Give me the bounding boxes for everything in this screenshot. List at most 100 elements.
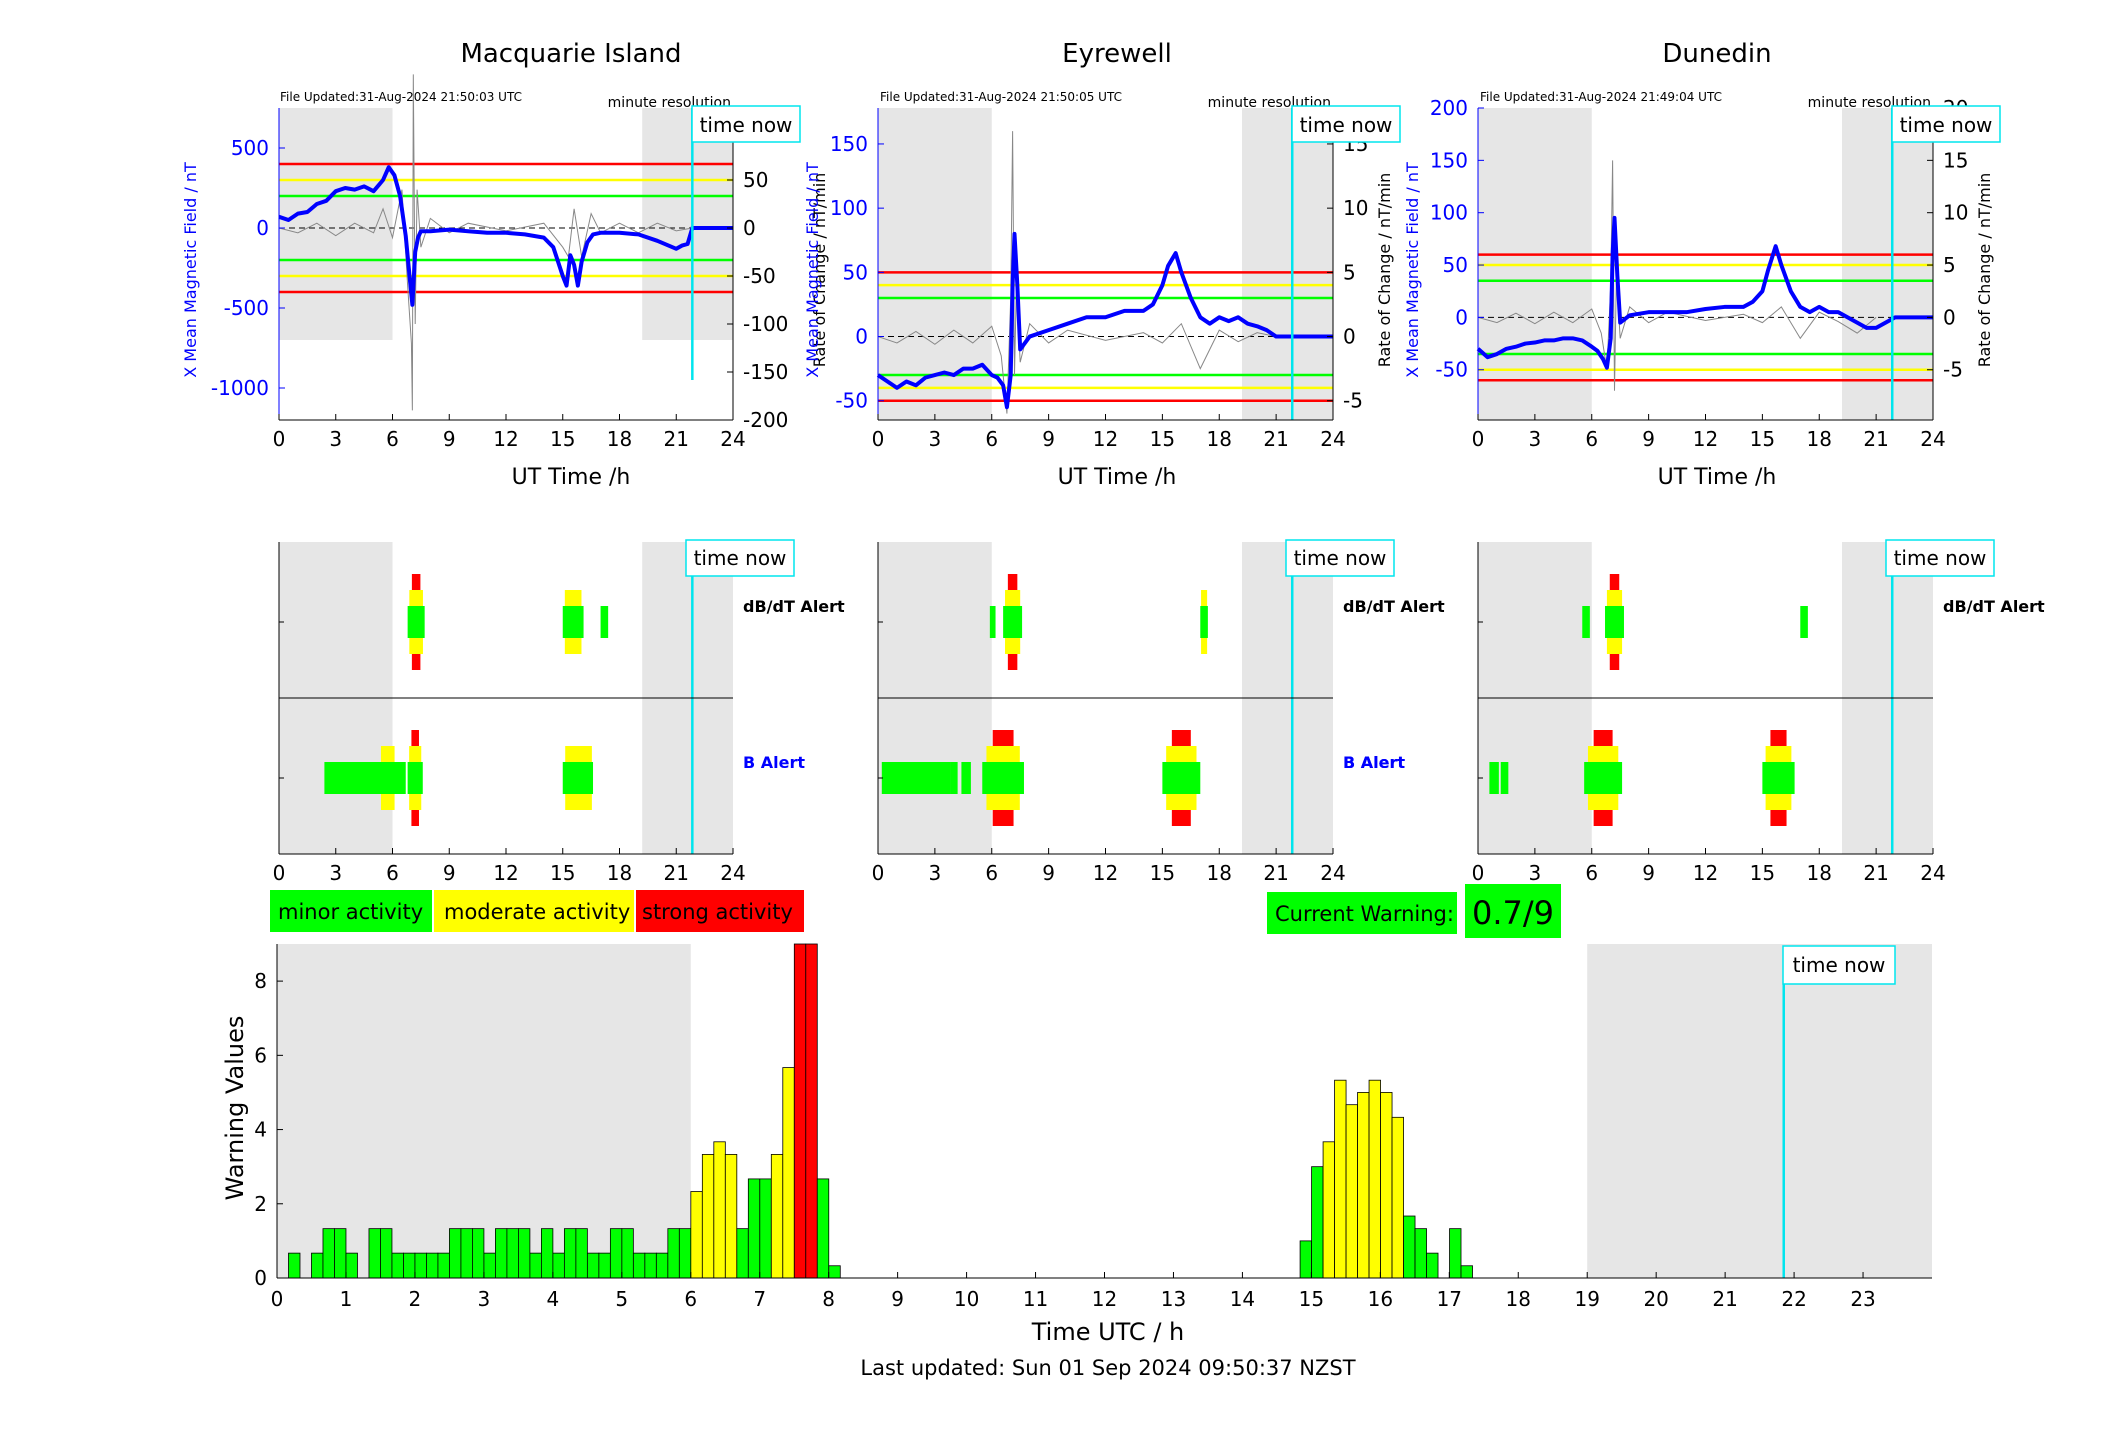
- alert-plot-area: 0 3 6 9 12 15 18 21 24: [273, 542, 746, 885]
- alert-minor: [982, 762, 1024, 794]
- y-tick-label: 0: [254, 1266, 267, 1290]
- x-tick-label: 21: [1712, 1287, 1737, 1311]
- alert-minor: [1762, 762, 1795, 794]
- warning-bar: [759, 1178, 772, 1279]
- y-tick-label: 6: [254, 1043, 267, 1067]
- y-tick-label-right: -150: [743, 360, 788, 384]
- x-tick-label: 0: [1472, 427, 1485, 451]
- x-tick-label: 12: [1093, 427, 1118, 451]
- warning-bar: [828, 1265, 841, 1279]
- y-tick-label-right: -200: [743, 408, 788, 432]
- x-tick-label: 9: [1642, 427, 1655, 451]
- y-tick-label-right: 0: [1943, 305, 1956, 329]
- alert-minor: [581, 762, 594, 794]
- y-tick-label-left: 150: [830, 132, 868, 156]
- x-tick-label: 15: [1299, 1287, 1324, 1311]
- alert-minor: [989, 606, 996, 638]
- x-tick-label: 4: [546, 1287, 559, 1311]
- x-tick-label: 9: [443, 427, 456, 451]
- warning-bar: [426, 1252, 439, 1279]
- warning-bar: [816, 1178, 830, 1279]
- x-axis-label: UT Time /h: [1658, 465, 1777, 490]
- x-tick-label: 24: [1920, 427, 1945, 451]
- warning-bar: [805, 943, 818, 1279]
- alert-minor: [1800, 606, 1808, 638]
- x-tick-label: 3: [929, 427, 942, 451]
- y-tick-label: 8: [254, 969, 267, 993]
- legend-strong-label: strong activity: [642, 900, 793, 924]
- alert-minor: [1582, 606, 1590, 638]
- x-tick-label: 11: [1023, 1287, 1048, 1311]
- y-tick-label-left: 100: [830, 196, 868, 220]
- time-now-label: time now: [694, 546, 787, 570]
- warning-bar: [644, 1252, 657, 1279]
- x-tick-label: 17: [1437, 1287, 1462, 1311]
- activity-legend: minor activity moderate activity strong …: [270, 890, 804, 932]
- x-tick-label: 18: [1807, 861, 1832, 885]
- current-warning-box: [1267, 892, 1457, 934]
- mean-field-line: [278, 165, 733, 307]
- x-tick-label: 15: [1750, 861, 1775, 885]
- time-now-label: time now: [1294, 546, 1387, 570]
- warning-bar: [667, 1228, 680, 1279]
- legend-minor-swatch: [270, 890, 432, 932]
- x-tick-label: 15: [550, 861, 575, 885]
- y-tick-label-right: 50: [743, 168, 768, 192]
- warning-bar: [793, 943, 807, 1279]
- x-tick-label: 12: [1093, 861, 1118, 885]
- alert-minor: [950, 762, 958, 794]
- alert-minor: [961, 762, 971, 794]
- y-tick-label-right: 0: [743, 216, 756, 240]
- y-axis-label-right: Rate of Change / nT/min: [1975, 173, 1994, 368]
- current-warning-value: 0.7/9: [1472, 894, 1554, 932]
- warning-bar: [506, 1228, 519, 1279]
- warning-bar: [655, 1252, 669, 1279]
- x-tick-label: 6: [1585, 427, 1598, 451]
- b-alert-label: B Alert: [1343, 753, 1405, 772]
- panel-macquarie-island: Macquarie Island File Updated:31-Aug-202…: [181, 39, 829, 490]
- x-tick-label: 12: [1693, 427, 1718, 451]
- warning-bar: [449, 1228, 462, 1279]
- dbdt-alert-label: dB/dT Alert: [1343, 597, 1445, 616]
- x-tick-label: 14: [1230, 1287, 1255, 1311]
- x-tick-label: 21: [1263, 861, 1288, 885]
- y-tick-label: 4: [254, 1118, 267, 1142]
- time-now-box: time now: [1885, 539, 1995, 577]
- warning-bar: [736, 1228, 749, 1279]
- warning-bar: [713, 1141, 726, 1279]
- plot-area: 036912151821245000-500-1000100500-50-100…: [211, 74, 788, 451]
- x-tick-label: 7: [753, 1287, 766, 1311]
- alert-minor: [562, 606, 584, 638]
- y-axis-label: Warning Values: [221, 1016, 249, 1201]
- time-now-label: time now: [1894, 546, 1987, 570]
- dbdt-alert-label: dB/dT Alert: [1943, 597, 2045, 616]
- x-tick-label: 19: [1574, 1287, 1599, 1311]
- warning-bar: [311, 1252, 324, 1279]
- y-axis-label-left: X Mean Magnetic Field / nT: [1403, 162, 1422, 378]
- time-now-box: time now: [1782, 945, 1896, 985]
- warning-bar: [701, 1154, 715, 1279]
- x-axis-label: Time UTC / h: [1031, 1318, 1185, 1346]
- y-tick-label-right: -5: [1343, 389, 1363, 413]
- panel-title: Dunedin: [1662, 39, 1771, 69]
- mean-field-line: [1476, 215, 1933, 370]
- x-tick-label: 10: [954, 1287, 979, 1311]
- panel-title: Eyrewell: [1062, 39, 1172, 69]
- current-warning-value-box: [1465, 884, 1561, 938]
- panel-dunedin: Dunedin File Updated:31-Aug-2024 21:49:0…: [1403, 39, 2001, 490]
- warning-bar: [345, 1252, 358, 1279]
- warning-values-chart: 0 1 2 3 4 5 6 7 8 9 10 11 12 13 14 15 16 17 18 19 20 21 22 2302…: [221, 943, 1932, 1346]
- warning-bar: [495, 1228, 508, 1279]
- quiet-time-shade: [277, 944, 691, 1278]
- x-tick-label: 21: [1863, 427, 1888, 451]
- warning-bar: [460, 1228, 473, 1279]
- warning-bar: [1345, 1104, 1358, 1279]
- x-tick-label: 9: [1042, 861, 1055, 885]
- warning-bar: [552, 1252, 565, 1279]
- alert-minor: [1162, 762, 1201, 794]
- y-tick-label-left: 0: [855, 325, 868, 349]
- warning-bar: [724, 1154, 738, 1279]
- x-axis-label: UT Time /h: [512, 465, 631, 490]
- x-tick-label: 12: [493, 861, 518, 885]
